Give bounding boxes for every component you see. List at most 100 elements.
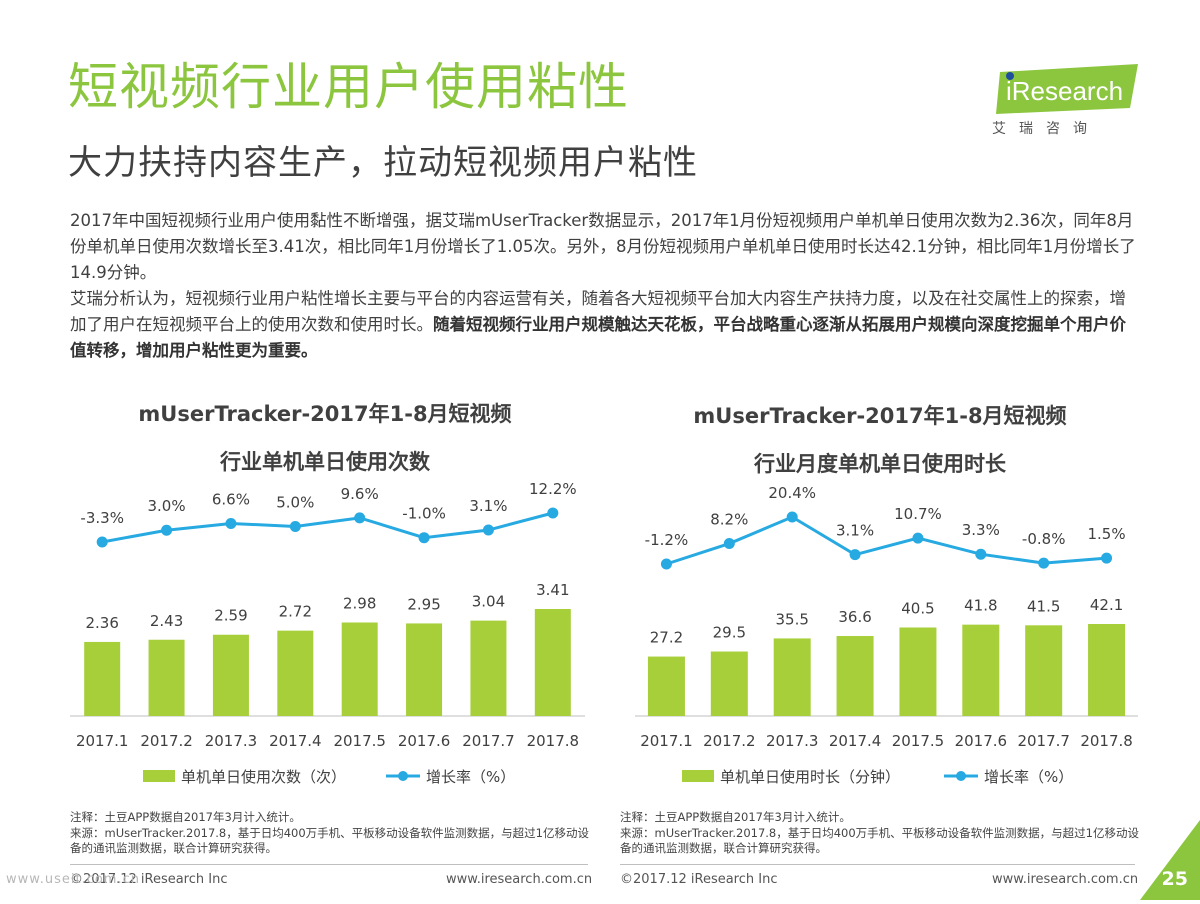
chart1-growth-point <box>547 507 559 519</box>
chart1-bar <box>84 641 121 716</box>
footer-divider-left <box>70 864 588 865</box>
footer-copyright-right: ©2017.12 iResearch Inc <box>620 872 778 887</box>
chart2-legend-bar-swatch <box>682 770 714 782</box>
chart2-growth-point <box>660 558 672 570</box>
page-corner-shape <box>1140 820 1200 900</box>
chart2-growth-label: -1.2% <box>645 531 689 549</box>
chart1-x-tick-label: 2017.8 <box>527 732 580 750</box>
chart1-bar-label: 2.98 <box>343 594 376 612</box>
footer-url-right[interactable]: www.iresearch.com.cn <box>992 872 1139 887</box>
page-title: 短视频行业用户使用粘性 <box>68 58 629 116</box>
paragraph-1: 2017年中国短视频行业用户使用黏性不断增强，据艾瑞mUserTracker数据… <box>70 211 1136 282</box>
chart2-growth-point <box>849 549 861 561</box>
iresearch-logo-mark: iResearch <box>996 64 1138 114</box>
chart2-x-tick-label: 2017.2 <box>703 732 756 750</box>
chart2-growth-label: 3.1% <box>836 522 874 540</box>
body-text: 2017年中国短视频行业用户使用黏性不断增强，据艾瑞mUserTracker数据… <box>70 208 1140 364</box>
paragraph-2: 艾瑞分析认为，短视频行业用户粘性增长主要与平台的内容运营有关，随着各大短视频平台… <box>70 286 1140 364</box>
chart2-legend-line-marker <box>956 771 966 781</box>
chart1-x-tick-label: 2017.5 <box>333 732 386 750</box>
chart1-bar-label: 2.36 <box>85 614 118 632</box>
chart1-bar <box>470 620 507 716</box>
chart1-growth-label: 12.2% <box>529 480 577 498</box>
chart1-growth-point <box>225 517 237 529</box>
chart1-source: 来源：mUserTracker.2017.8，基于日均400万手机、平板移动设备… <box>70 825 590 856</box>
page-subtitle: 大力扶持内容生产，拉动短视频用户粘性 <box>68 143 698 183</box>
chart1-bar <box>534 609 571 716</box>
chart2-bar <box>899 627 937 716</box>
chart2-bar <box>1088 624 1126 716</box>
chart2-growth-point <box>975 548 987 560</box>
chart1-growth-label: 6.6% <box>212 490 250 508</box>
chart2-growth-label: 20.4% <box>768 484 816 502</box>
page-corner: 25 <box>1140 820 1200 900</box>
chart1-legend-line-marker <box>398 771 408 781</box>
chart1-bar <box>406 623 443 716</box>
chart1-bar <box>341 622 378 716</box>
chart1-bar <box>212 634 249 716</box>
paragraph-2-bold: 随着短视频行业用户规模触达天花板，平台战略重心逐渐从拓展用户规模向深度挖掘单个用… <box>70 315 1126 360</box>
chart1-x-tick-label: 2017.6 <box>398 732 451 750</box>
chart2-bar-label: 36.6 <box>838 608 871 626</box>
chart1-legend-bar-swatch <box>143 770 175 782</box>
chart1-growth-point <box>482 524 494 536</box>
chart1-bar-label: 2.43 <box>150 612 183 630</box>
chart2-bar-label: 41.8 <box>964 597 997 615</box>
svg-text:iResearch: iResearch <box>1006 76 1123 106</box>
logo-cn-text: 艾瑞咨询 <box>992 121 1100 137</box>
chart2-bar-label: 27.2 <box>650 629 683 647</box>
footer-copyright-left: ©2017.12 iResearch Inc <box>70 872 228 887</box>
chart1-growth-label: -3.3% <box>80 509 124 527</box>
watermark: www.useit.com.cn <box>6 872 140 887</box>
chart1-bar-label: 3.04 <box>472 593 505 611</box>
chart1-legend-line-label: 增长率（%） <box>426 768 515 786</box>
chart2-title-line2: 行业月度单机单日使用时长 <box>754 452 1006 476</box>
chart2-bar <box>710 651 748 716</box>
chart2-source: 来源：mUserTracker.2017.8，基于日均400万手机、平板移动设备… <box>620 825 1140 856</box>
chart2-bar-label: 29.5 <box>713 624 746 642</box>
chart1-notes: 注释：土豆APP数据自2017年3月计入统计。 来源：mUserTracker.… <box>70 810 595 857</box>
chart1-x-tick-label: 2017.3 <box>205 732 258 750</box>
chart1-x-tick-label: 2017.2 <box>140 732 193 750</box>
chart1-bar <box>277 630 314 716</box>
chart1-growth-label: 9.6% <box>341 485 379 503</box>
chart2-growth-label: 8.2% <box>710 511 748 529</box>
chart2-growth-label: -0.8% <box>1022 530 1066 548</box>
chart2-bar-label: 40.5 <box>901 599 934 617</box>
chart2-legend-bar-label: 单机单日使用时长（分钟） <box>720 768 900 786</box>
chart2-growth-label: 1.5% <box>1088 525 1126 543</box>
chart2-x-tick-label: 2017.5 <box>892 732 945 750</box>
footer-url-left[interactable]: www.iresearch.com.cn <box>446 872 593 887</box>
chart2-bar <box>647 656 685 716</box>
iresearch-logo: iResearch 艾瑞咨询 <box>988 64 1148 140</box>
chart1-growth-point <box>161 524 173 536</box>
footer-divider-right <box>620 864 1135 865</box>
chart2-x-tick-label: 2017.1 <box>640 732 693 750</box>
chart1-x-tick-label: 2017.4 <box>269 732 322 750</box>
chart2-growth-point <box>723 538 735 550</box>
chart1-growth-point <box>354 512 366 524</box>
chart2-growth-point <box>912 532 924 544</box>
chart1-growth-point <box>96 536 108 548</box>
chart1-growth-label: -1.0% <box>402 505 446 523</box>
paragraph-2-normal: 艾瑞分析认为，短视频行业用户粘性增长主要与平台的内容运营有关，随着各大短视频平台… <box>70 289 1126 334</box>
chart1-growth-point <box>289 520 301 532</box>
chart1-title-line2: 行业单机单日使用次数 <box>220 450 430 474</box>
chart2-bar <box>1025 625 1063 716</box>
chart1-x-tick-label: 2017.7 <box>462 732 515 750</box>
chart2-notes: 注释：土豆APP数据自2017年3月计入统计。 来源：mUserTracker.… <box>620 810 1145 857</box>
chart2-bar-label: 35.5 <box>775 610 808 628</box>
chart2-x-tick-label: 2017.7 <box>1017 732 1070 750</box>
chart2-growth-point <box>1101 552 1113 564</box>
chart2-bar-label: 41.5 <box>1027 597 1060 615</box>
chart2-x-tick-label: 2017.4 <box>829 732 882 750</box>
chart1-note: 注释：土豆APP数据自2017年3月计入统计。 <box>70 810 301 824</box>
chart2-growth-point <box>1038 557 1050 569</box>
chart2-growth-point <box>786 511 798 523</box>
chart2-title: mUserTracker-2017年1-8月短视频 行业月度单机单日使用时长 <box>620 392 1140 488</box>
chart2-x-tick-label: 2017.8 <box>1080 732 1133 750</box>
chart1-bar-label: 2.59 <box>214 607 247 625</box>
chart1-x-tick-label: 2017.1 <box>76 732 129 750</box>
chart2-growth-line <box>665 515 1107 566</box>
chart2-bar <box>962 624 1000 716</box>
